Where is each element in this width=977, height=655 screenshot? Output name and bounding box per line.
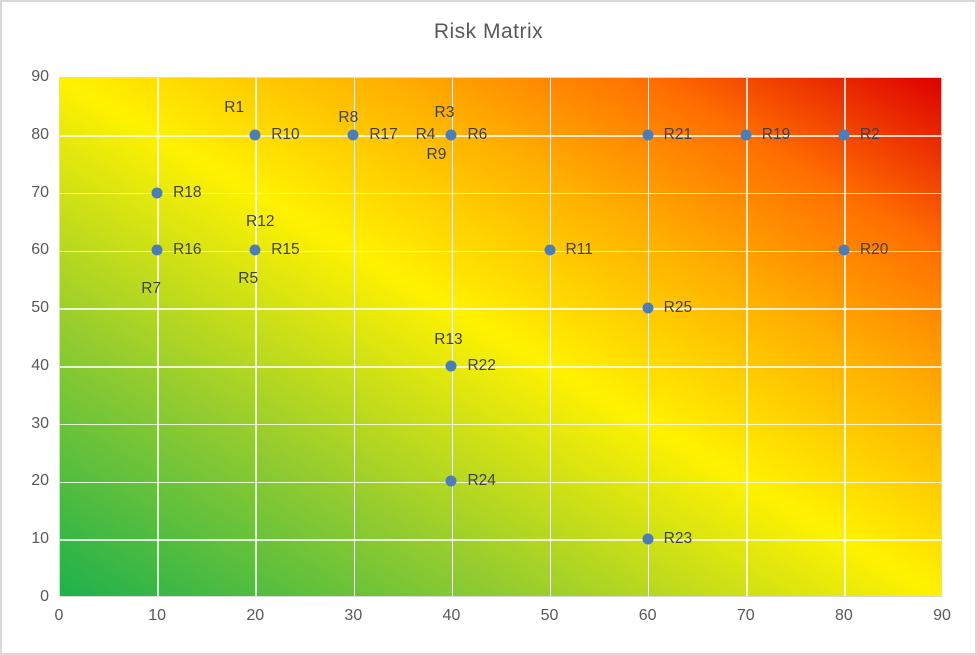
data-point (249, 244, 261, 256)
data-point-label: R3 (434, 103, 455, 121)
data-point-label: R12 (246, 213, 275, 231)
y-tick-label: 0 (40, 588, 49, 605)
x-tick-label: 90 (933, 607, 951, 624)
plot-area (59, 77, 942, 597)
x-tick-label: 60 (638, 607, 657, 624)
data-point (249, 129, 261, 141)
data-point-label: R7 (141, 280, 162, 298)
gridline-horizontal (60, 250, 941, 253)
data-point-label: R21 (663, 125, 693, 143)
data-point (838, 244, 850, 256)
y-tick-label: 10 (31, 530, 49, 548)
gridline-vertical (157, 78, 159, 596)
gridline-horizontal (60, 192, 941, 195)
data-point (151, 244, 163, 256)
data-point-label: R1 (224, 98, 245, 116)
y-tick-label: 20 (31, 472, 49, 490)
data-point (347, 129, 359, 141)
chart-title: Risk Matrix (433, 20, 544, 43)
data-point-label: R24 (467, 472, 496, 490)
x-tick-label: 50 (540, 607, 559, 624)
x-tick-label: 70 (736, 607, 755, 624)
data-point (544, 244, 556, 256)
gridline-vertical (647, 78, 650, 596)
data-point-label: R11 (565, 241, 593, 259)
data-point-label: R8 (338, 108, 359, 126)
data-point (445, 360, 457, 372)
gridline-vertical (746, 78, 748, 596)
data-point-label: R22 (467, 356, 496, 374)
x-tick-label: 10 (148, 607, 167, 624)
gridline-horizontal (60, 539, 941, 541)
gridline-vertical (549, 78, 552, 596)
gridline-horizontal (60, 308, 941, 310)
y-tick-label: 50 (31, 299, 49, 317)
data-point-label: R13 (434, 330, 463, 348)
data-point (642, 533, 654, 545)
data-point (445, 129, 457, 141)
data-point-label: R20 (859, 241, 889, 259)
y-tick-label: 90 (31, 68, 49, 85)
y-tick-label: 30 (31, 414, 49, 432)
data-point-label: R23 (663, 530, 693, 548)
data-point (740, 129, 752, 141)
x-tick-label: 0 (54, 607, 64, 624)
data-point-label: R2 (859, 125, 880, 143)
data-point-label: R15 (271, 241, 300, 259)
data-point-label: R5 (238, 270, 259, 288)
data-point (642, 129, 654, 141)
gridline-horizontal (60, 366, 941, 368)
data-point-label: R16 (173, 241, 202, 259)
data-point-label: R25 (663, 299, 693, 317)
x-tick-label: 30 (344, 607, 363, 624)
gridline-horizontal (60, 481, 941, 484)
data-point-label: R18 (173, 183, 202, 201)
gridline-vertical (255, 78, 257, 596)
gridline-vertical (844, 78, 846, 596)
gridline-vertical (353, 78, 356, 596)
data-point (151, 187, 163, 199)
y-tick-label: 40 (31, 356, 49, 374)
x-tick-label: 20 (246, 607, 265, 624)
data-point (838, 129, 850, 141)
gridline-horizontal (60, 135, 941, 137)
gridline-vertical (451, 78, 454, 596)
gridline-horizontal (60, 423, 941, 426)
data-point-label: R19 (761, 125, 791, 143)
y-tick-label: 60 (31, 241, 49, 259)
data-point-label: R10 (271, 125, 300, 143)
x-tick-label: 40 (442, 607, 461, 624)
x-tick-label: 80 (834, 607, 853, 624)
data-point-label: R4 (415, 125, 436, 143)
data-point-label: R6 (467, 125, 488, 143)
data-point-label: R17 (369, 125, 398, 143)
data-point (642, 302, 654, 314)
y-tick-label: 80 (31, 125, 49, 143)
data-point (445, 475, 457, 487)
y-tick-label: 70 (31, 183, 49, 201)
data-point-label: R9 (426, 145, 447, 163)
